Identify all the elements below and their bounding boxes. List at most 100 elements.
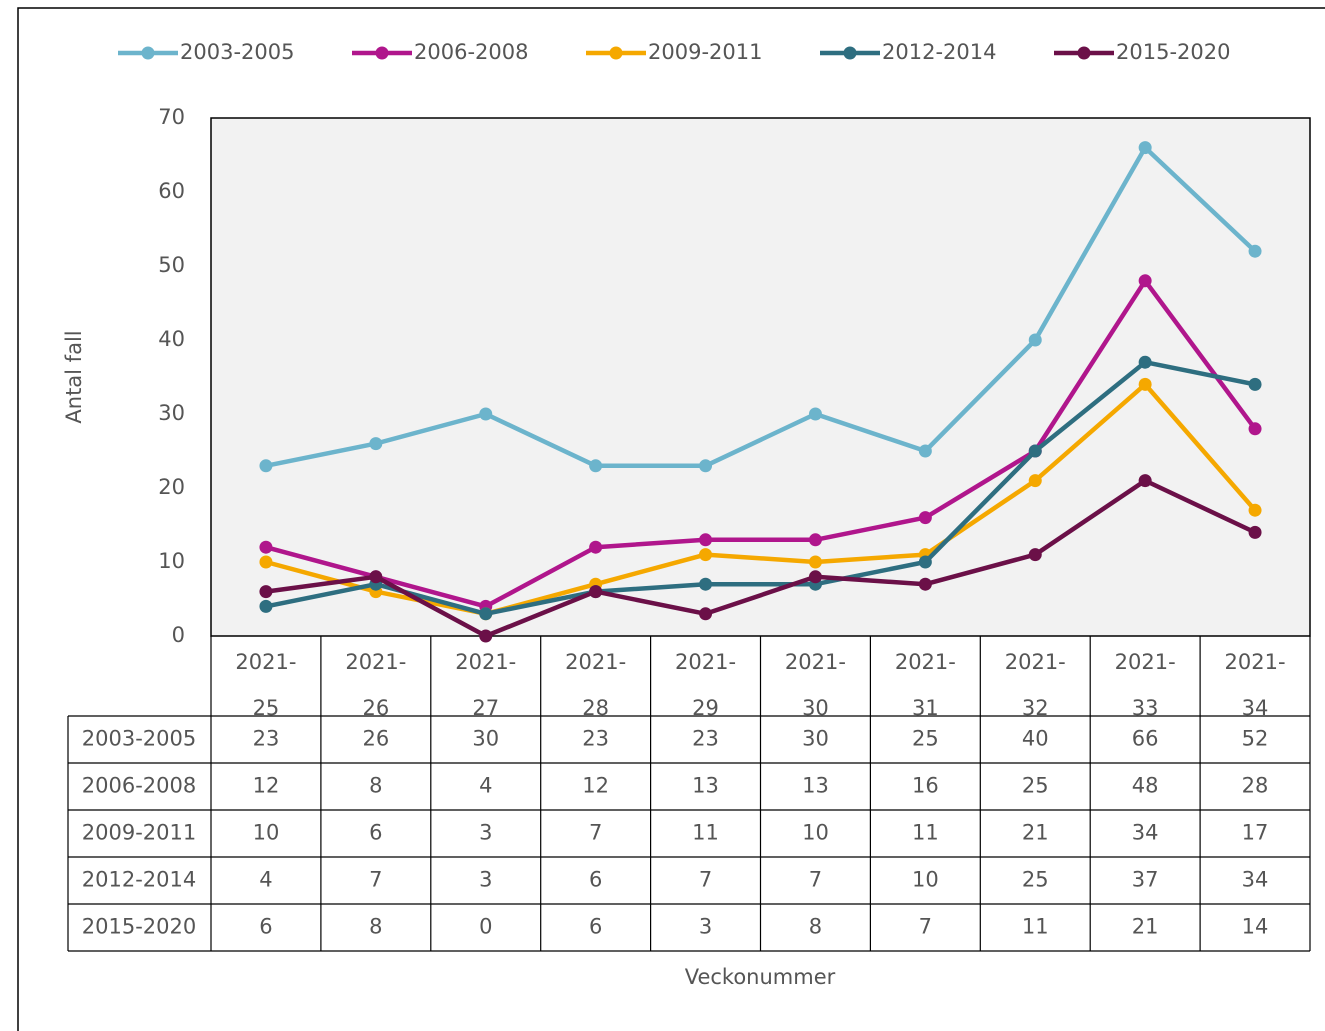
data-point xyxy=(1138,274,1152,288)
table-cell: 23 xyxy=(253,727,280,751)
table-cell: 23 xyxy=(692,727,719,751)
table-cell: 8 xyxy=(809,915,822,939)
table-cell: 0 xyxy=(479,915,492,939)
table-cell: 11 xyxy=(912,821,939,845)
table-cell: 25 xyxy=(1022,868,1049,892)
data-point xyxy=(1138,141,1152,155)
table-cell: 11 xyxy=(1022,915,1049,939)
x-tick-label: 2021-33 xyxy=(1114,650,1176,720)
table-cell: 37 xyxy=(1132,868,1159,892)
data-point xyxy=(699,548,713,562)
table-cell: 4 xyxy=(479,774,492,798)
table-cell: 8 xyxy=(369,774,382,798)
x-tick-label: 2021-29 xyxy=(675,650,737,720)
table-cell: 26 xyxy=(362,727,389,751)
table-row-label: 2003-2005 xyxy=(82,727,196,751)
data-point xyxy=(808,570,822,584)
table-row-label: 2012-2014 xyxy=(82,868,196,892)
legend-label: 2003-2005 xyxy=(180,40,294,64)
data-point xyxy=(259,555,273,569)
x-tick-label: 2021-28 xyxy=(565,650,627,720)
legend-marker xyxy=(843,46,857,60)
y-tick-label: 50 xyxy=(158,253,185,277)
data-point xyxy=(699,533,713,547)
data-point xyxy=(589,585,603,599)
table-cell: 17 xyxy=(1242,821,1269,845)
legend-label: 2012-2014 xyxy=(882,40,996,64)
data-point xyxy=(1248,503,1262,517)
x-tick-label: 2021-30 xyxy=(784,650,846,720)
data-point xyxy=(1248,422,1262,436)
data-point xyxy=(1138,355,1152,369)
data-point xyxy=(1248,244,1262,258)
y-tick-label: 0 xyxy=(172,623,185,647)
table-cell: 28 xyxy=(1242,774,1269,798)
legend-label: 2006-2008 xyxy=(414,40,528,64)
data-point xyxy=(699,459,713,473)
table-cell: 10 xyxy=(912,868,939,892)
table-cell: 21 xyxy=(1132,915,1159,939)
table-cell: 7 xyxy=(699,868,712,892)
table-cell: 3 xyxy=(479,868,492,892)
data-point xyxy=(479,629,493,643)
x-tick-label: 2021-26 xyxy=(345,650,407,720)
data-point xyxy=(1028,548,1042,562)
y-tick-label: 30 xyxy=(158,401,185,425)
table-cell: 10 xyxy=(253,821,280,845)
data-point xyxy=(1248,525,1262,539)
table-cell: 7 xyxy=(919,915,932,939)
data-point xyxy=(808,555,822,569)
data-point xyxy=(259,459,273,473)
table-cell: 3 xyxy=(479,821,492,845)
table-cell: 6 xyxy=(259,915,272,939)
data-point xyxy=(1248,377,1262,391)
legend-marker xyxy=(1077,46,1091,60)
table-row-label: 2015-2020 xyxy=(82,915,196,939)
data-point xyxy=(1028,474,1042,488)
data-point xyxy=(699,577,713,591)
data-point xyxy=(808,407,822,421)
x-axis-label: Veckonummer xyxy=(685,965,836,989)
data-point xyxy=(808,533,822,547)
y-tick-label: 60 xyxy=(158,179,185,203)
table-cell: 34 xyxy=(1132,821,1159,845)
table-cell: 30 xyxy=(472,727,499,751)
table-row-label: 2006-2008 xyxy=(82,774,196,798)
data-point xyxy=(918,511,932,525)
x-tick-label: 2021-32 xyxy=(1004,650,1066,720)
x-tick-label: 2021-34 xyxy=(1224,650,1286,720)
data-point xyxy=(369,437,383,451)
y-tick-label: 70 xyxy=(158,105,185,129)
legend-label: 2009-2011 xyxy=(648,40,762,64)
data-point xyxy=(259,599,273,613)
table-cell: 13 xyxy=(802,774,829,798)
table-cell: 7 xyxy=(369,868,382,892)
data-point xyxy=(918,444,932,458)
table-cell: 3 xyxy=(699,915,712,939)
table-cell: 25 xyxy=(1022,774,1049,798)
series-line xyxy=(265,145,1257,469)
data-point xyxy=(259,540,273,554)
legend-marker xyxy=(375,46,389,60)
table-cell: 12 xyxy=(582,774,609,798)
x-tick-label: 2021-25 xyxy=(235,650,297,720)
data-point xyxy=(259,585,273,599)
data-point xyxy=(918,555,932,569)
series-line xyxy=(265,359,1256,617)
data-point xyxy=(918,577,932,591)
data-point xyxy=(479,407,493,421)
x-tick-label: 2021-27 xyxy=(455,650,517,720)
data-point xyxy=(589,540,603,554)
table-cell: 11 xyxy=(692,821,719,845)
table-cell: 4 xyxy=(259,868,272,892)
table-cell: 40 xyxy=(1022,727,1049,751)
data-point xyxy=(1028,444,1042,458)
legend-label: 2015-2020 xyxy=(1116,40,1230,64)
table-cell: 13 xyxy=(692,774,719,798)
table-cell: 30 xyxy=(802,727,829,751)
y-axis-label: Antal fall xyxy=(62,330,86,423)
table-cell: 48 xyxy=(1132,774,1159,798)
table-cell: 7 xyxy=(589,821,602,845)
table-cell: 23 xyxy=(582,727,609,751)
